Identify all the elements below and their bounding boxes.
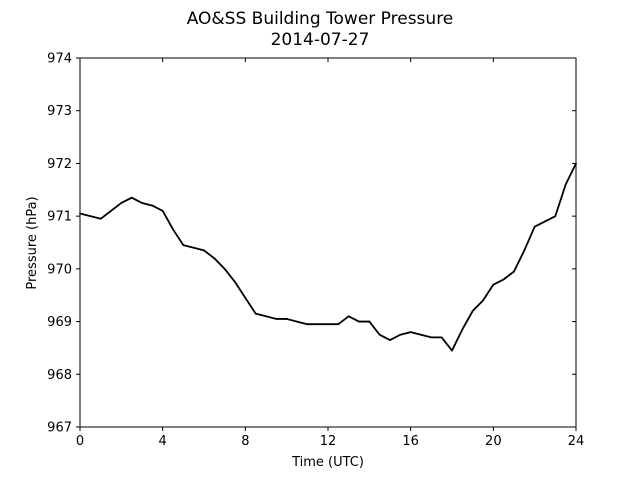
pressure-data-point	[337, 323, 340, 326]
pressure-data-point	[316, 323, 319, 326]
pressure-data-point	[471, 310, 474, 312]
pressure-data-point	[120, 202, 123, 204]
chart-subtitle: 2014-07-27	[271, 30, 370, 50]
y-tick-label: 968	[47, 368, 72, 383]
pressure-data-point	[544, 220, 546, 223]
pressure-data-point	[564, 183, 567, 186]
pressure-data-point	[223, 267, 226, 270]
y-tick-label: 970	[47, 262, 72, 277]
y-tick-label: 973	[47, 104, 72, 119]
pressure-data-point	[172, 228, 174, 231]
x-tick-label: 0	[76, 434, 84, 449]
pressure-data-point	[378, 333, 381, 336]
pressure-data-point	[513, 270, 515, 273]
pressure-data-point	[358, 320, 360, 323]
pressure-data-point	[347, 315, 350, 318]
pressure-data-point	[451, 349, 453, 352]
pressure-data-point	[306, 323, 309, 326]
pressure-data-point	[234, 281, 236, 283]
pressure-data-point	[192, 246, 195, 249]
pressure-data-point	[327, 323, 329, 326]
pressure-data-point	[99, 217, 102, 220]
pressure-data-point	[502, 278, 505, 281]
pressure-data-point	[533, 225, 536, 228]
x-tick-label: 24	[568, 434, 585, 449]
pressure-data-point	[151, 204, 154, 207]
chart-title: AO&SS Building Tower Pressure	[187, 9, 454, 29]
x-tick-label: 20	[485, 434, 502, 449]
x-tick-label: 16	[402, 434, 419, 449]
pressure-data-point	[213, 257, 216, 260]
pressure-data-point	[420, 333, 422, 336]
pressure-data-point	[389, 339, 391, 341]
pressure-data-point	[492, 283, 495, 286]
pressure-data-point	[161, 209, 164, 212]
y-tick-label: 972	[47, 157, 72, 172]
pressure-data-point	[296, 320, 298, 323]
pressure-data-point	[461, 328, 464, 331]
y-tick-label: 967	[47, 421, 72, 436]
pressure-data-point	[275, 318, 278, 320]
pressure-data-point	[399, 333, 402, 336]
y-tick-label: 969	[47, 315, 72, 330]
pressure-data-point	[482, 299, 484, 302]
y-tick-label: 971	[47, 210, 72, 225]
pressure-data-point	[409, 331, 412, 334]
pressure-data-point	[141, 202, 143, 204]
data-line-layer	[79, 162, 577, 352]
x-tick-label: 8	[241, 434, 249, 449]
axis-ticks: 0 4 8 12 16 20 24 967 968 969 970 971 972 973 974	[47, 52, 584, 450]
x-axis-label: Time (UTC)	[291, 455, 364, 470]
pressure-data-point	[203, 249, 205, 252]
x-tick-label: 4	[159, 434, 167, 449]
pressure-data-point	[110, 209, 112, 212]
pressure-data-point	[265, 315, 267, 318]
pressure-data-point	[368, 320, 371, 323]
pressure-data-point	[254, 312, 257, 315]
pressure-data-point	[430, 336, 433, 339]
pressure-data-point	[89, 215, 92, 218]
plot-frame	[79, 57, 577, 428]
pressure-data-point	[554, 215, 557, 218]
y-tick-label: 974	[47, 52, 72, 67]
pressure-data-point	[130, 196, 133, 199]
pressure-data-point	[440, 336, 443, 339]
x-tick-label: 12	[320, 434, 337, 449]
pressure-data-point	[285, 318, 288, 320]
pressure-data-point	[182, 244, 185, 247]
pressure-data-point	[523, 249, 526, 252]
y-axis-label: Pressure (hPa)	[25, 196, 40, 289]
pressure-data-point	[244, 296, 247, 299]
pressure-series-line	[79, 163, 577, 352]
